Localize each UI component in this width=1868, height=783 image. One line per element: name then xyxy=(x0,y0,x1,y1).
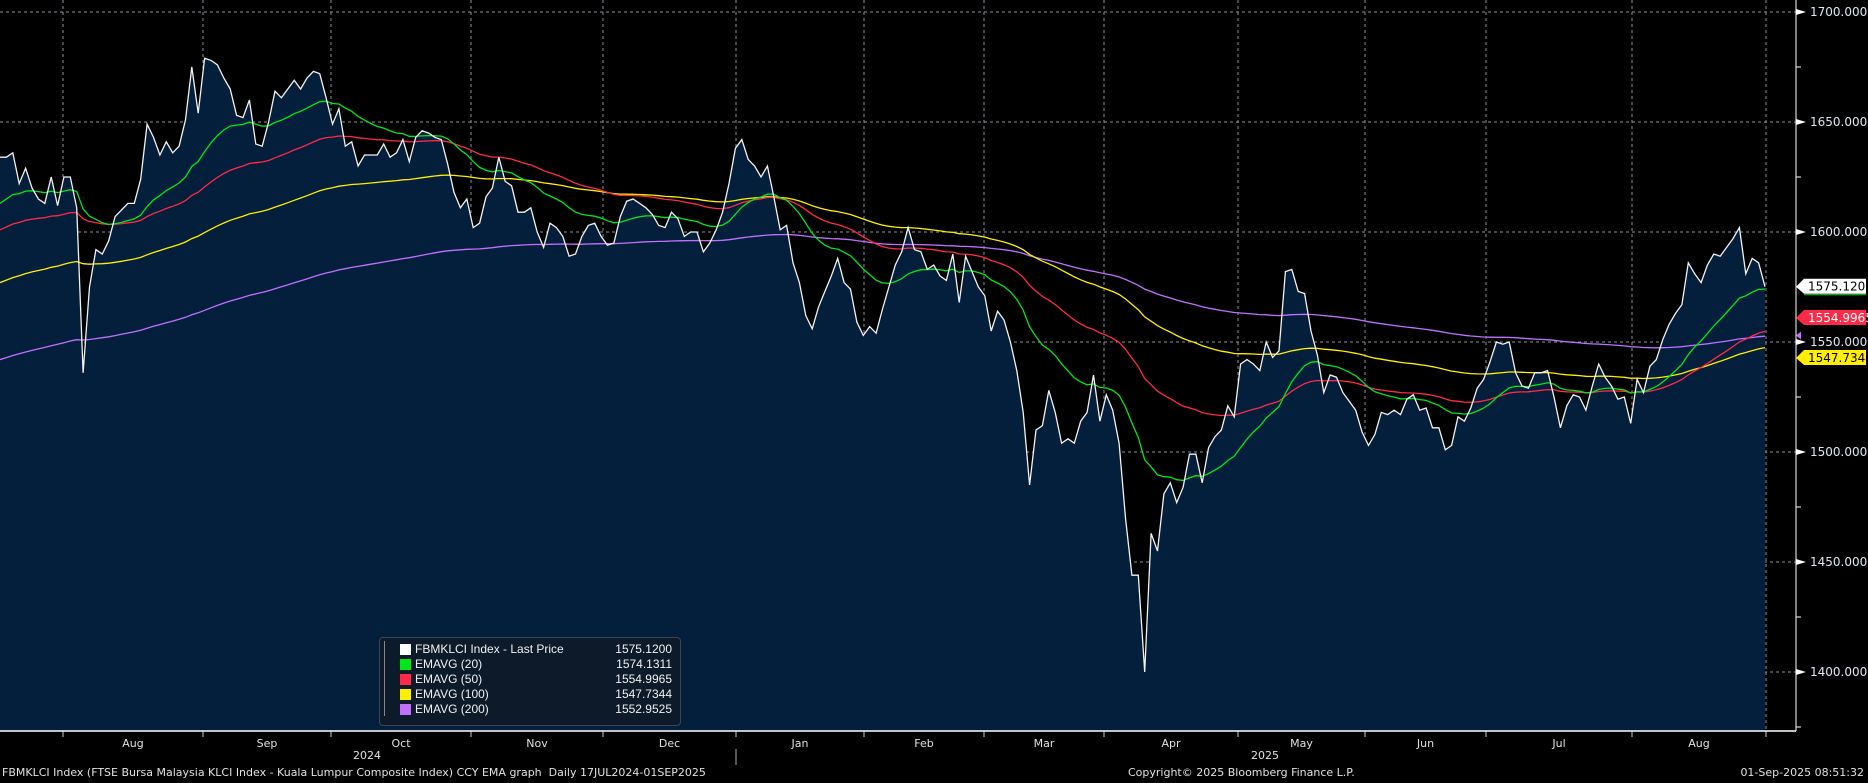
x-month-label: Dec xyxy=(659,737,680,750)
x-month-label: Sep xyxy=(257,737,278,750)
series-lines xyxy=(0,57,1766,673)
y-tick-arrow xyxy=(1796,449,1806,455)
legend-value: 1574.1311 xyxy=(616,657,672,671)
y-tick-arrow xyxy=(1796,339,1806,345)
ema-line-100 xyxy=(0,174,1766,380)
chart-legend[interactable]: FBMKLCI Index - Last Price 1575.1200 EMA… xyxy=(379,637,681,726)
ema-line-200 xyxy=(0,233,1766,361)
y-tick-arrow xyxy=(1796,119,1806,125)
last-value-label: 1554.9965 xyxy=(1808,311,1868,325)
legend-swatch-white xyxy=(400,644,411,655)
x-month-label: Apr xyxy=(1161,737,1181,750)
last-value-tag xyxy=(1796,310,1866,325)
legend-label: EMAVG (100) xyxy=(415,687,489,701)
last-value-tags: 1575.1200 1554.9965 1547.7344 xyxy=(1796,278,1868,365)
y-tick-label: 1400.0000 xyxy=(1810,665,1868,679)
y-tick-arrow xyxy=(1796,559,1806,565)
legend-value: 1547.7344 xyxy=(615,687,672,701)
y-tick-arrow xyxy=(1796,669,1806,675)
last-value-label: 1575.1200 xyxy=(1808,280,1868,294)
footer-copyright: Copyright© 2025 Bloomberg Finance L.P. xyxy=(1128,766,1355,779)
x-month-label: May xyxy=(1290,737,1313,750)
legend-swatch-red xyxy=(400,674,411,685)
y-tick-arrow xyxy=(1796,9,1806,15)
ema-line-20 xyxy=(0,100,1766,482)
legend-value: 1552.9525 xyxy=(615,702,672,716)
x-year-label: 2025 xyxy=(1251,749,1279,762)
x-month-label: Aug xyxy=(122,737,143,750)
y-tick-label: 1550.0000 xyxy=(1810,335,1868,349)
x-month-label: Oct xyxy=(391,737,411,750)
x-year-label: 2024 xyxy=(353,749,381,762)
legend-label: FBMKLCI Index - Last Price xyxy=(415,642,564,656)
legend-value: 1554.9965 xyxy=(615,672,672,686)
legend-label: EMAVG (200) xyxy=(415,702,489,716)
x-month-label: Aug xyxy=(1688,737,1709,750)
price-area-fill xyxy=(0,58,1765,731)
x-month-label: Mar xyxy=(1034,737,1055,750)
x-month-label: Jul xyxy=(1551,737,1565,750)
y-tick-label: 1500.0000 xyxy=(1810,445,1868,459)
x-month-label: Feb xyxy=(914,737,933,750)
y-tick-label: 1450.0000 xyxy=(1810,555,1868,569)
ema-line-50 xyxy=(0,135,1766,417)
last-value-label: 1547.7344 xyxy=(1808,351,1868,365)
legend-label: EMAVG (20) xyxy=(415,657,483,671)
last-value-tag xyxy=(1796,350,1866,365)
tag-ema200-marker xyxy=(1796,331,1801,340)
y-axis: 1700.0000 1650.0000 1600.0000 1550.0000 1500… xyxy=(1795,0,1868,731)
x-axis: Aug Sep Oct Nov Dec Jan Feb Mar Apr May Jun Jul Aug 2… xyxy=(0,730,1796,765)
y-tick-label: 1700.0000 xyxy=(1810,5,1868,19)
y-tick-label: 1600.0000 xyxy=(1810,225,1868,239)
legend-item-ema20[interactable]: EMAVG (20) 1574.1311 xyxy=(392,657,672,672)
x-month-label: Jun xyxy=(1416,737,1434,750)
last-value-tag xyxy=(1796,278,1866,294)
y-tick-label: 1650.0000 xyxy=(1810,115,1868,129)
legend-swatch-green xyxy=(400,659,411,670)
legend-tree-line xyxy=(384,641,391,716)
legend-item-ema200[interactable]: EMAVG (200) 1552.9525 xyxy=(392,702,672,717)
price-line xyxy=(0,57,1766,673)
legend-value: 1575.1200 xyxy=(615,642,672,656)
legend-item-ema50[interactable]: EMAVG (50) 1554.9965 xyxy=(392,672,672,687)
x-month-label: Jan xyxy=(791,737,809,750)
footer-description: FBMKLCI Index (FTSE Bursa Malaysia KLCI … xyxy=(2,766,706,779)
legend-swatch-purple xyxy=(400,704,411,715)
legend-item-price[interactable]: FBMKLCI Index - Last Price 1575.1200 xyxy=(392,642,672,657)
legend-item-ema100[interactable]: EMAVG (100) 1547.7344 xyxy=(392,687,672,702)
footer-timestamp: 01-Sep-2025 08:51:32 xyxy=(1740,766,1864,779)
legend-label: EMAVG (50) xyxy=(415,672,483,686)
x-month-label: Nov xyxy=(526,737,548,750)
y-tick-arrow xyxy=(1796,229,1806,235)
legend-swatch-yellow xyxy=(400,689,411,700)
